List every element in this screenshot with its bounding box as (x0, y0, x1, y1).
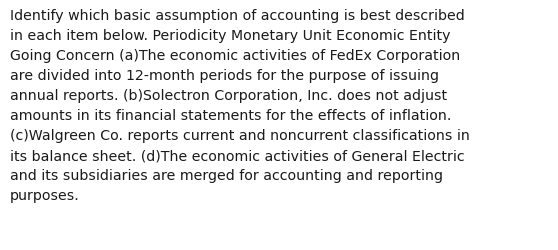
Text: Identify which basic assumption of accounting is best described
in each item bel: Identify which basic assumption of accou… (10, 9, 470, 202)
